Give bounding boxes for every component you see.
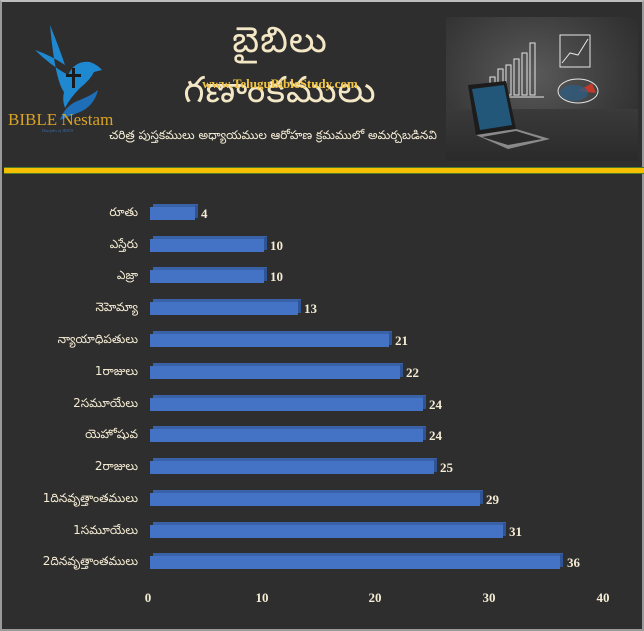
bar[interactable] (150, 525, 503, 538)
category-label: రూతు (109, 205, 138, 219)
category-label: 2సమూయేలు (73, 396, 138, 410)
bar[interactable] (150, 239, 264, 252)
category-label: 1సమూయేలు (73, 523, 138, 537)
category-label: 1రాజులు (94, 364, 138, 378)
category-label: యెహోషువ (85, 427, 138, 441)
bar-top-face (153, 426, 426, 429)
data-label: 24 (429, 428, 442, 443)
bar[interactable] (150, 302, 298, 315)
bar-chart: రూతు 4 ఎస్తేరు 10 ఎజ్రా 10 నెహెమ్యా 13 (2, 182, 644, 631)
bar[interactable] (150, 398, 423, 411)
chalk-charts-icon (468, 34, 599, 149)
category-label: 2దినవృత్తాంతములు (42, 554, 138, 568)
page-title: బైబిలు గణాంకములు (183, 20, 377, 111)
data-label: 36 (567, 555, 580, 570)
bar[interactable] (150, 493, 480, 506)
data-label: 10 (270, 269, 283, 284)
data-label: 4 (201, 206, 208, 221)
x-tick-label: 40 (596, 590, 610, 605)
bar[interactable] (150, 366, 400, 379)
bar-top-face (153, 331, 392, 334)
bar-top-face (153, 458, 437, 461)
bar-side-face (400, 364, 403, 377)
bar-top-face (153, 204, 198, 207)
data-label: 25 (440, 460, 453, 475)
bar-top-face (153, 522, 506, 525)
bar-top-face (153, 267, 267, 270)
bar-top-face (153, 490, 483, 493)
x-tick-label: 30 (482, 590, 496, 605)
bar-side-face (195, 205, 198, 218)
bar[interactable] (150, 334, 389, 347)
category-label: న్యాయాధిపతులు (57, 332, 138, 346)
bar-side-face (264, 237, 267, 250)
x-tick-label: 0 (144, 590, 152, 605)
bar-side-face (389, 332, 392, 345)
bar-side-face (434, 459, 437, 472)
category-label: ఎస్తేరు (109, 237, 138, 251)
category-label: 1దినవృత్తాంతములు (42, 491, 138, 505)
bar-side-face (423, 396, 426, 409)
data-label: 21 (395, 333, 408, 348)
logo-name: BIBLE Nestam (8, 110, 114, 129)
category-label: 2రాజులు (94, 459, 138, 473)
bar-top-face (153, 236, 267, 239)
x-tick-label: 10 (255, 590, 269, 605)
dove-cross-logo-icon (35, 25, 102, 120)
data-label: 31 (509, 524, 522, 539)
header-divider (4, 167, 644, 174)
bar[interactable] (150, 270, 264, 283)
data-label: 24 (429, 397, 442, 412)
logo-tagline: Disciples of JESUS (42, 128, 74, 133)
bar-top-face (153, 553, 563, 556)
data-label: 10 (270, 238, 283, 253)
bar-side-face (503, 523, 506, 536)
bar-side-face (298, 300, 301, 313)
bar[interactable] (150, 207, 195, 220)
category-label: నెహెమ్యా (95, 300, 139, 314)
bar-top-face (153, 363, 403, 366)
category-label: ఎజ్రా (116, 268, 138, 282)
chart-subtitle: చరిత్ర పుస్తకములు అధ్యాయముల ఆరోహణ క్రమము… (109, 128, 437, 142)
data-label: 13 (304, 301, 317, 316)
bar-top-face (153, 299, 301, 302)
website-link[interactable]: www.TeluguBibleStudy.com (202, 76, 358, 91)
bar[interactable] (150, 461, 434, 474)
bar-side-face (480, 491, 483, 504)
x-tick-label: 20 (368, 590, 382, 605)
bar[interactable] (150, 556, 560, 569)
bar[interactable] (150, 429, 423, 442)
data-label: 29 (486, 492, 499, 507)
laptop-charts-image (446, 17, 638, 161)
bar-side-face (560, 554, 563, 567)
bar-top-face (153, 395, 426, 398)
bar-side-face (423, 427, 426, 440)
data-label: 22 (406, 365, 419, 380)
bar-side-face (264, 268, 267, 281)
